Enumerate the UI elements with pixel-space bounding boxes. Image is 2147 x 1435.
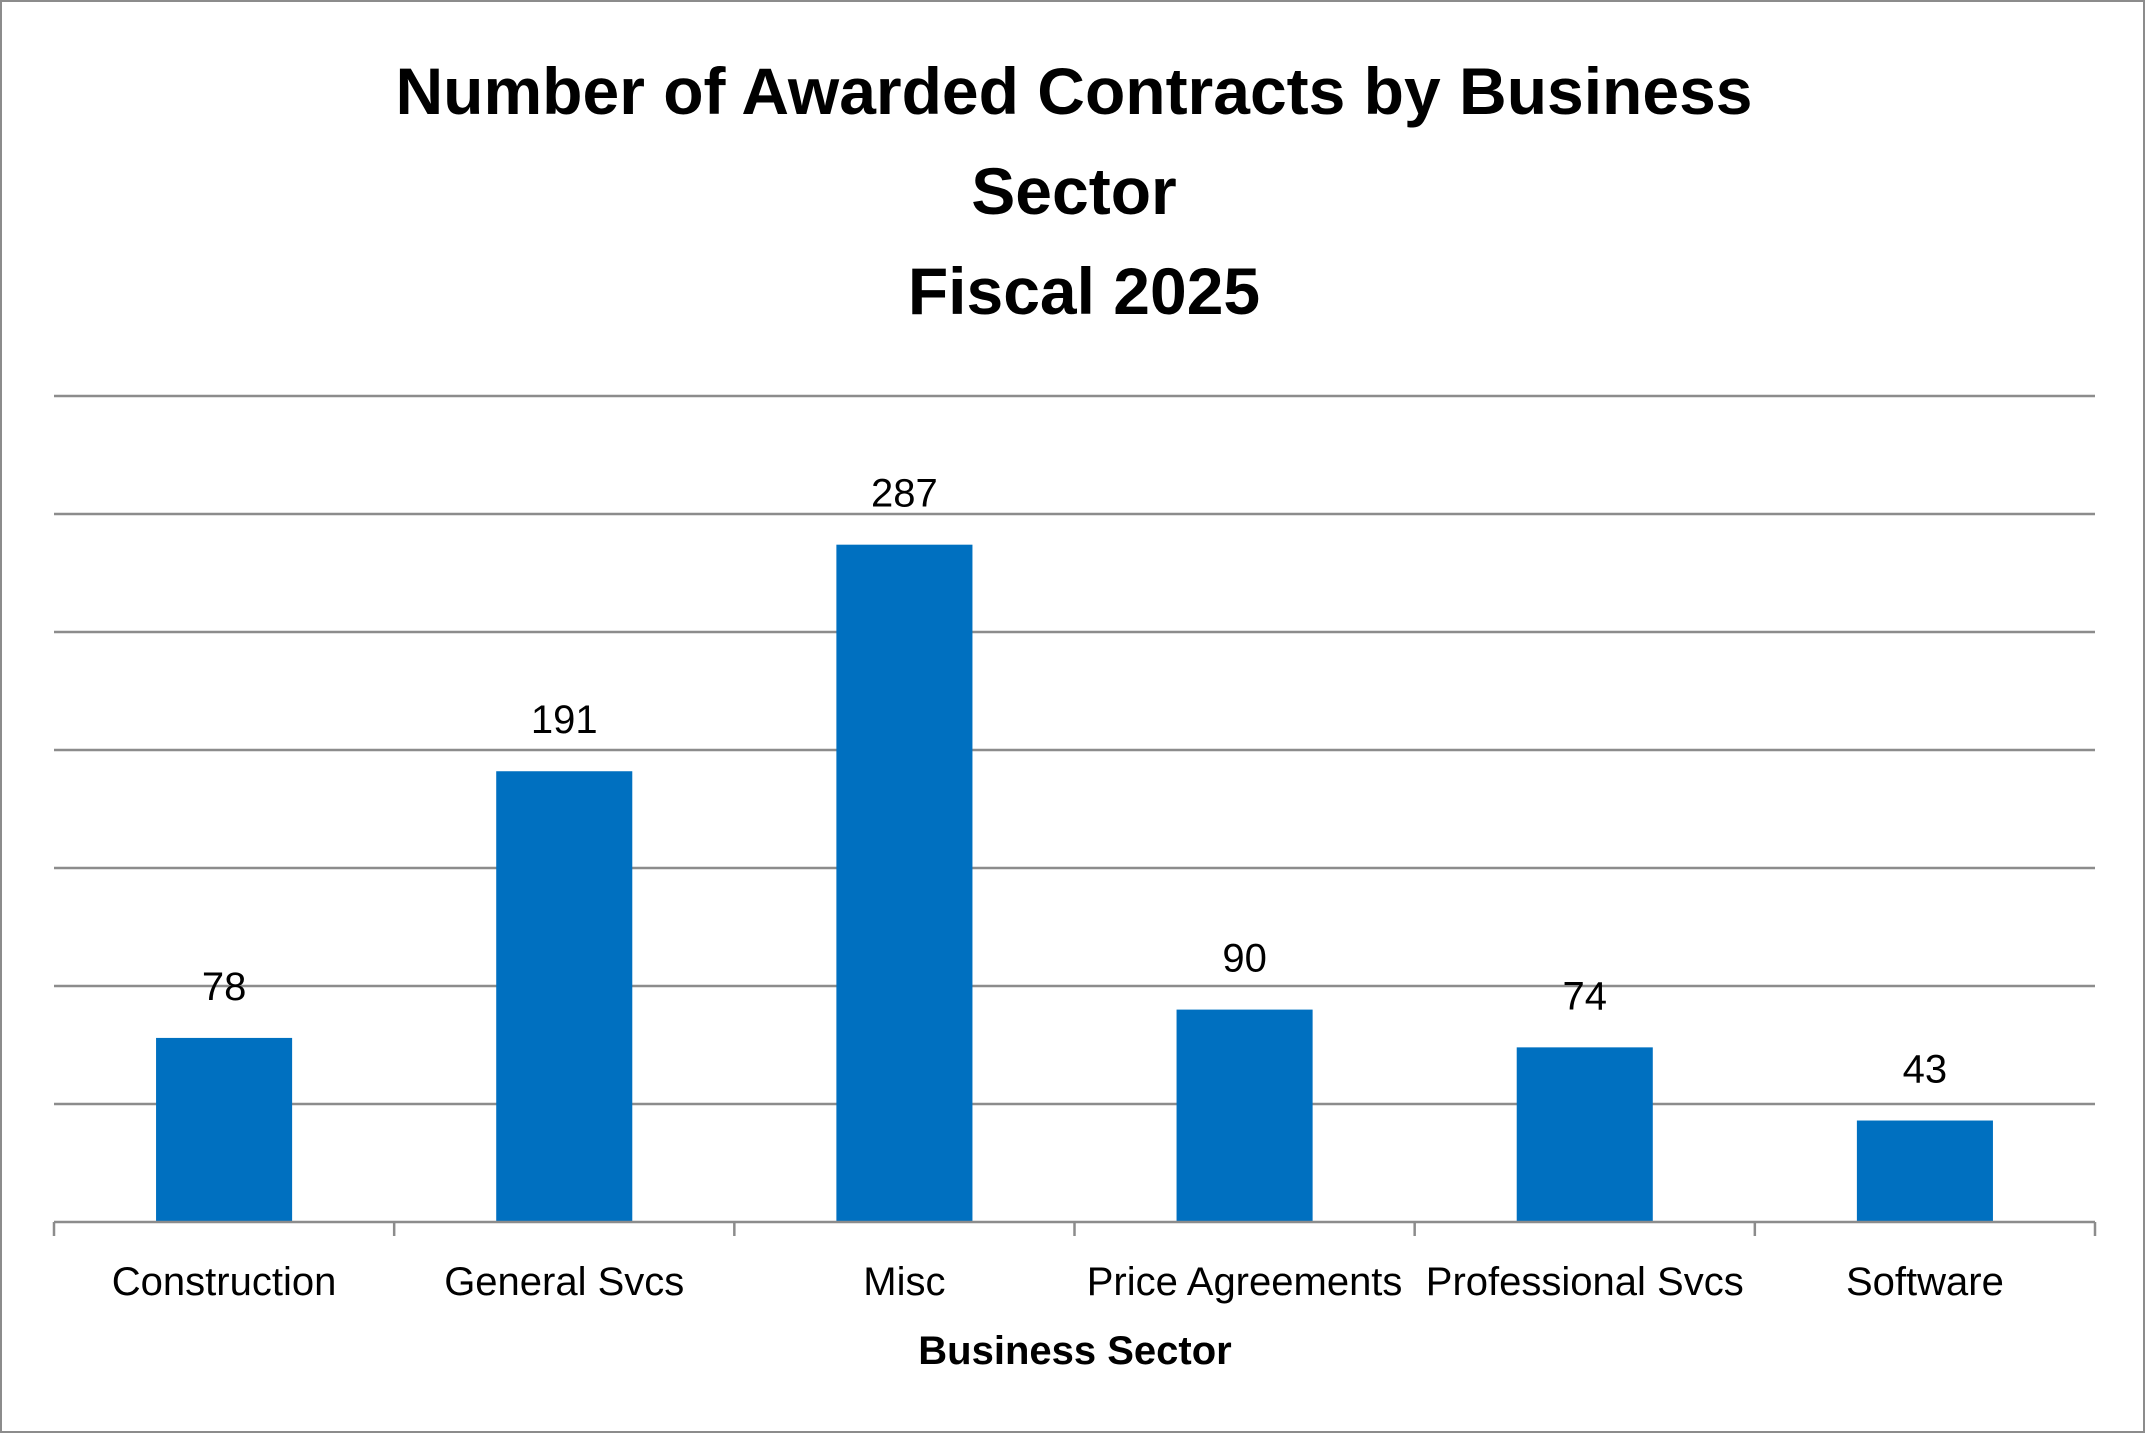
x-tick-labels: Construction General Svcs Misc Price Agreem… (112, 1260, 2004, 1304)
x-tick-label: Software (1846, 1260, 2004, 1304)
data-label: 287 (871, 472, 938, 516)
x-tick-label: Professional Svcs (1426, 1260, 1744, 1304)
bar (156, 1037, 293, 1222)
x-tick-label: Misc (863, 1260, 945, 1304)
data-label: 78 (202, 965, 247, 1009)
x-tick-label: Construction (112, 1260, 337, 1304)
bar (1176, 1009, 1313, 1222)
chart-title-line-1: Number of Awarded Contracts by Business (396, 54, 1753, 128)
gridlines (54, 394, 2095, 1106)
bar (1516, 1047, 1653, 1222)
chart-title-line-3: Fiscal 2025 (908, 254, 1260, 328)
data-label: 90 (1222, 937, 1267, 981)
bar (836, 544, 973, 1222)
bar-series (156, 544, 1993, 1222)
bar (1856, 1120, 1993, 1222)
chart-title-line-2: Sector (971, 154, 1176, 228)
bar (496, 771, 633, 1222)
data-label: 191 (531, 698, 598, 742)
data-labels: 78 191 287 90 74 43 (202, 472, 1947, 1092)
x-tick-label: Price Agreements (1087, 1260, 1403, 1304)
data-label: 74 (1563, 974, 1608, 1018)
x-axis-title: Business Sector (918, 1329, 1231, 1373)
x-axis (52, 1220, 2097, 1236)
x-tick-label: General Svcs (444, 1260, 684, 1304)
data-label: 43 (1903, 1048, 1948, 1092)
chart-title: Number of Awarded Contracts by Business … (396, 54, 1753, 328)
